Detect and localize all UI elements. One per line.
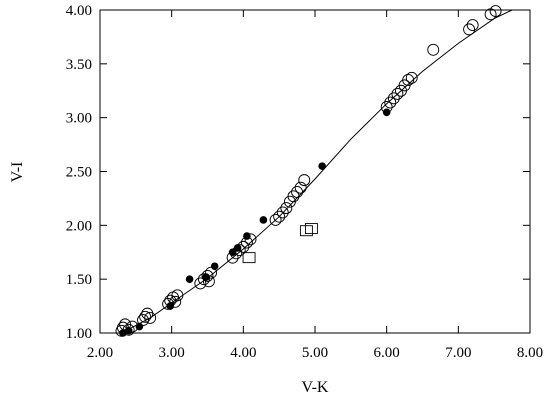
data-point-open-circle bbox=[194, 277, 207, 290]
data-point-open-circle bbox=[139, 310, 152, 323]
plot-area bbox=[99, 9, 531, 334]
data-point-open-circle bbox=[169, 295, 182, 308]
data-point-filled-circle bbox=[166, 302, 175, 310]
data-point-filled-circle bbox=[228, 248, 237, 257]
y-tick-label: 2.00 bbox=[66, 218, 92, 234]
y-tick-label: 1.00 bbox=[66, 326, 92, 342]
data-point-open-circle bbox=[171, 289, 184, 302]
data-point-open-circle bbox=[391, 88, 404, 100]
data-point-open-circle bbox=[287, 190, 300, 203]
data-point-open-circle bbox=[197, 273, 210, 286]
data-point-filled-circle bbox=[233, 244, 242, 252]
x-tick-label: 7.00 bbox=[445, 345, 471, 361]
data-point-filled-circle bbox=[259, 216, 268, 224]
data-point-open-circle bbox=[291, 186, 304, 198]
data-point-filled-circle bbox=[135, 322, 144, 331]
y-tick-label: 2.50 bbox=[66, 165, 92, 181]
data-point-filled-circle bbox=[185, 275, 194, 283]
data-point-open-circle bbox=[201, 269, 214, 282]
y-tick-label: 4.00 bbox=[66, 3, 92, 19]
fit-curve-layer bbox=[121, 9, 513, 334]
x-tick-label: 6.00 bbox=[374, 345, 400, 361]
y-tick-label: 3.00 bbox=[66, 111, 92, 127]
data-point-open-square bbox=[299, 225, 313, 237]
x-tick-label: 3.00 bbox=[159, 345, 185, 361]
data-point-open-circle bbox=[276, 206, 289, 219]
data-point-open-circle bbox=[405, 71, 418, 84]
data-point-filled-circle bbox=[382, 108, 391, 117]
data-point-open-circle bbox=[402, 74, 415, 86]
y-tick-label: 1.50 bbox=[66, 272, 92, 288]
data-point-open-circle bbox=[463, 23, 476, 36]
data-point-open-circle bbox=[273, 210, 286, 223]
data-point-open-circle bbox=[144, 311, 157, 324]
x-tick-label: 5.00 bbox=[302, 345, 328, 361]
data-point-open-circle bbox=[427, 43, 440, 56]
x-tick-label: 2.00 bbox=[87, 345, 113, 361]
data-point-open-circle bbox=[384, 96, 397, 109]
data-point-open-square bbox=[304, 223, 318, 235]
x-tick-label: 8.00 bbox=[517, 345, 543, 361]
data-point-filled-circle bbox=[243, 232, 251, 240]
data-point-open-circle bbox=[387, 92, 400, 105]
data-point-open-circle bbox=[294, 181, 307, 194]
y-axis-title: V-I bbox=[9, 162, 26, 183]
data-point-filled-circle bbox=[210, 262, 219, 271]
y-tick-label: 3.50 bbox=[66, 57, 92, 73]
data-point-open-circle bbox=[489, 5, 502, 18]
data-point-open-square bbox=[242, 252, 256, 264]
data-point-filled-circle bbox=[124, 327, 133, 335]
data-point-open-circle bbox=[466, 19, 479, 32]
x-tick-label: 4.00 bbox=[230, 345, 256, 361]
data-point-filled-circle bbox=[119, 329, 127, 337]
data-point-filled-circle bbox=[202, 273, 210, 281]
data-point-open-circle bbox=[269, 213, 282, 226]
markers-layer bbox=[115, 5, 502, 337]
fit-curve bbox=[121, 9, 513, 334]
data-point-open-circle bbox=[280, 202, 293, 215]
data-point-open-circle bbox=[141, 307, 154, 320]
data-point-open-circle bbox=[298, 174, 311, 187]
data-point-filled-circle bbox=[318, 162, 326, 170]
x-axis-title: V-K bbox=[302, 379, 329, 396]
ticks-layer: 2.00 3.00 4.00 5.00 6.00 7.00 8.00 1.00 1.50 2.00… bbox=[66, 3, 543, 361]
